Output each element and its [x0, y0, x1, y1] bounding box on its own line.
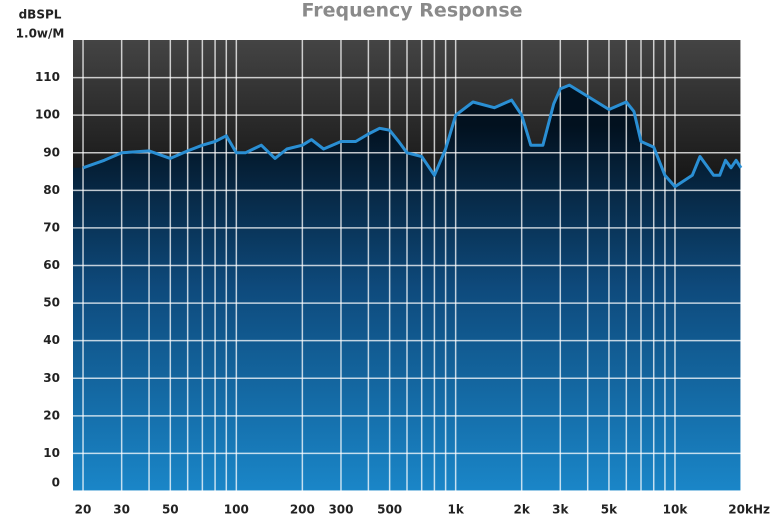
y-tick-label: 70	[43, 220, 60, 234]
y-tick-label: 20	[43, 408, 60, 422]
y-tick-label: 100	[35, 108, 60, 122]
y-tick-label: 110	[35, 70, 60, 84]
x-tick-label: 200	[290, 503, 315, 517]
y-tick-label: 40	[43, 333, 60, 347]
x-tick-label: 10k	[663, 503, 689, 517]
x-tick-label: 100	[224, 503, 249, 517]
y-tick-label: 80	[43, 183, 60, 197]
x-tick-label: 50	[162, 503, 179, 517]
y-tick-label: 60	[43, 258, 60, 272]
x-tick-label: 20	[75, 503, 92, 517]
y-axis-label: 1.0w/M	[16, 27, 65, 41]
x-tick-label: 20kHz	[728, 503, 770, 517]
y-tick-label: 90	[43, 145, 60, 159]
x-tick-label: 5k	[601, 503, 618, 517]
y-tick-label: 0	[52, 476, 60, 490]
x-tick-label: 1k	[447, 503, 464, 517]
x-tick-label: 500	[377, 503, 402, 517]
line	[82, 83, 743, 189]
x-tick-label: 30	[113, 503, 130, 517]
x-tick-label: 3k	[552, 503, 569, 517]
x-tick-label: 300	[328, 503, 353, 517]
y-tick-label: 50	[43, 296, 60, 310]
x-tick-label: 2k	[514, 503, 531, 517]
y-axis-label: dBSPL	[19, 8, 62, 22]
y-tick-label: 30	[43, 371, 60, 385]
chart-title: Frequency Response	[301, 0, 522, 22]
y-tick-label: 10	[43, 446, 60, 460]
